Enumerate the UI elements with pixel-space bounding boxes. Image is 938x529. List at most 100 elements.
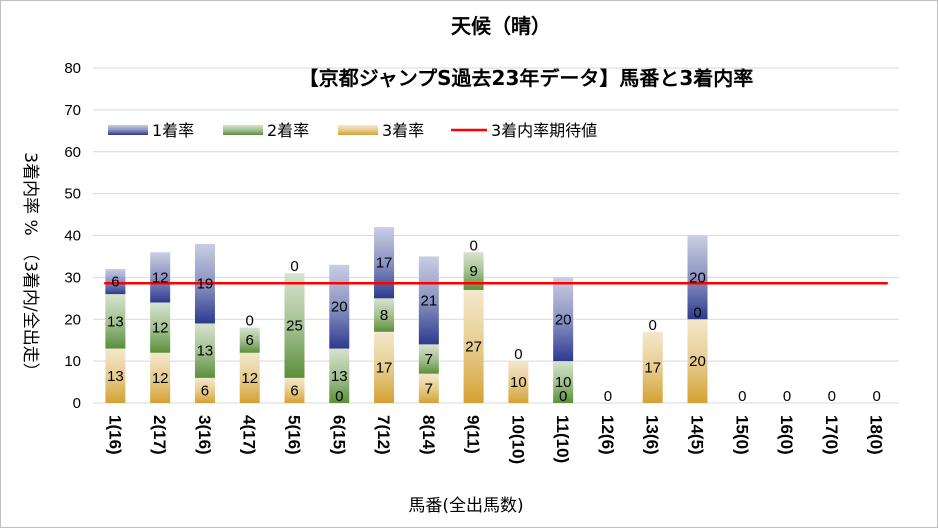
x-tick-label: 18(0) (867, 415, 886, 455)
data-label: 13 (107, 368, 124, 385)
bar-segment[interactable] (105, 348, 126, 403)
data-label: 20 (689, 353, 706, 370)
data-label: 0 (738, 388, 746, 405)
bar-segment[interactable] (463, 289, 484, 403)
x-tick-label: 8(14) (419, 415, 438, 455)
y-tick-label: 10 (64, 353, 81, 370)
x-tick-label: 7(12) (374, 415, 393, 455)
x-tick-label: 12(6) (598, 415, 617, 455)
y-tick-label: 80 (64, 60, 81, 77)
data-label: 0 (514, 346, 522, 363)
legend-swatch (338, 125, 378, 135)
data-label: 12 (152, 370, 169, 387)
bar-segment[interactable] (150, 352, 171, 403)
data-label: 19 (197, 276, 214, 293)
bar-segment[interactable] (194, 377, 215, 403)
bar-segment[interactable] (150, 252, 171, 303)
legend-label: 3着率 (382, 121, 424, 140)
data-label: 7 (425, 380, 433, 397)
bar-segment[interactable] (687, 235, 708, 320)
y-tick-label: 20 (64, 311, 81, 328)
data-label: 6 (246, 332, 254, 349)
bar-segment[interactable] (329, 348, 350, 403)
bar-segment[interactable] (463, 252, 484, 290)
x-axis-label: 馬番(全出馬数) (408, 496, 523, 516)
x-tick-label: 6(15) (329, 415, 348, 455)
bar-segment[interactable] (374, 298, 395, 332)
bar-segment[interactable] (418, 373, 439, 403)
data-label: 0 (246, 313, 254, 330)
data-label: 17 (376, 255, 393, 272)
data-label: 20 (331, 299, 348, 316)
data-label: 0 (693, 304, 701, 321)
data-label: 0 (828, 388, 836, 405)
legend-label: 3着内率期待値 (491, 121, 597, 140)
bar-segment[interactable] (194, 323, 215, 378)
bar-segment[interactable] (105, 269, 126, 295)
x-tick-label: 2(17) (150, 415, 169, 455)
data-label: 25 (286, 318, 303, 335)
y-tick-label: 70 (64, 102, 81, 119)
bar-segment[interactable] (374, 227, 395, 299)
data-label: 6 (111, 274, 119, 291)
bar-segment[interactable] (508, 361, 529, 403)
legend-swatch (223, 125, 263, 135)
legend-label: 1着率 (152, 121, 194, 140)
bar-segment[interactable] (418, 256, 439, 345)
y-axis-label: 3着内率 % （3着内/全出走） (20, 152, 40, 379)
bar-segment[interactable] (284, 273, 305, 378)
y-tick-label: 0 (73, 395, 81, 412)
data-label: 8 (380, 307, 388, 324)
bar-segment[interactable] (687, 319, 708, 403)
data-label: 0 (783, 388, 791, 405)
bar-segment[interactable] (642, 331, 663, 403)
data-label: 0 (335, 388, 343, 405)
bar-segment[interactable] (329, 264, 350, 349)
x-tick-label: 9(11) (464, 415, 483, 454)
data-label: 0 (604, 388, 612, 405)
data-label: 6 (201, 382, 209, 399)
data-label: 9 (469, 263, 477, 280)
x-tick-label: 4(17) (240, 415, 259, 455)
data-label: 0 (469, 237, 477, 254)
data-label: 27 (465, 338, 482, 355)
data-label: 10 (555, 374, 572, 391)
bar-segment[interactable] (374, 331, 395, 403)
data-label: 10 (510, 374, 527, 391)
bar-segment[interactable] (284, 377, 305, 403)
data-label: 21 (420, 292, 437, 309)
x-tick-label: 15(0) (732, 415, 751, 455)
data-label: 17 (644, 359, 661, 376)
bar-segment[interactable] (553, 277, 574, 362)
x-tick-label: 14(5) (688, 415, 707, 455)
x-tick-label: 10(10) (508, 415, 527, 464)
x-tick-label: 11(10) (553, 415, 572, 463)
bar-segment[interactable] (239, 352, 260, 403)
x-tick-label: 1(16) (105, 415, 124, 455)
y-tick-label: 50 (64, 186, 81, 203)
data-label: 13 (107, 313, 124, 330)
bar-segment[interactable] (239, 327, 260, 353)
bar-segment[interactable] (418, 344, 439, 374)
bar-segment[interactable] (150, 302, 171, 353)
data-label: 7 (425, 351, 433, 368)
data-label: 0 (290, 258, 298, 275)
data-label: 17 (376, 359, 393, 376)
data-label: 12 (152, 320, 169, 337)
data-label: 13 (197, 343, 214, 360)
data-label: 0 (872, 388, 880, 405)
data-label: 6 (290, 382, 298, 399)
bar-segment[interactable] (553, 361, 574, 403)
x-tick-label: 5(16) (285, 415, 304, 455)
chart-subtitle: 【京都ジャンプS過去23年データ】馬番と3着内率 (299, 66, 754, 90)
data-label: 20 (555, 311, 572, 328)
data-label: 12 (152, 269, 169, 286)
y-tick-label: 60 (64, 144, 81, 161)
bar-segment[interactable] (105, 294, 126, 349)
data-label: 13 (331, 368, 348, 385)
data-label: 12 (241, 370, 258, 387)
x-tick-label: 3(16) (195, 415, 214, 455)
chart-title: 天候（晴） (451, 14, 551, 38)
data-label: 20 (689, 269, 706, 286)
